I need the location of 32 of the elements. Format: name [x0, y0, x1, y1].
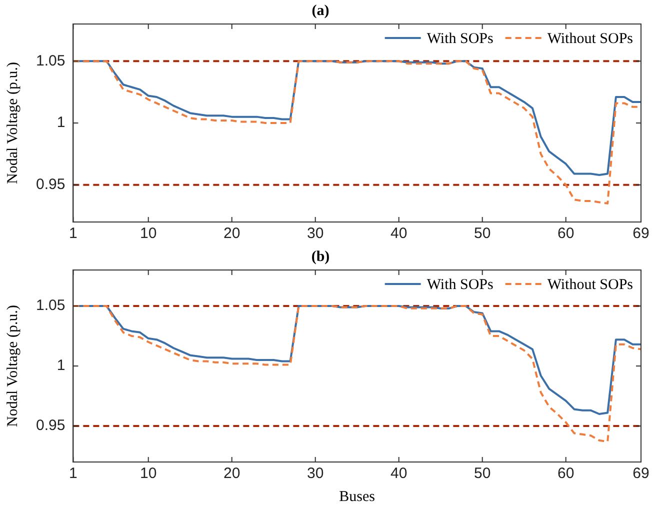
- x-tick-label: 40: [390, 225, 408, 242]
- x-tick-label: 69: [632, 225, 650, 242]
- legend-label: With SOPs: [426, 276, 494, 293]
- x-tick-label: 10: [140, 465, 157, 482]
- line-series: [73, 305, 641, 443]
- legend-label: Without SOPs: [547, 276, 634, 293]
- x-tick-label: 10: [140, 225, 157, 242]
- chart-title: (a): [312, 2, 330, 19]
- x-tick-label: 50: [474, 465, 491, 482]
- chart-title: (b): [311, 248, 330, 265]
- x-tick-label: 69: [632, 465, 650, 482]
- x-tick-label: 1: [69, 465, 78, 482]
- y-tick-label: 1: [56, 357, 66, 374]
- x-tick-label: 30: [307, 465, 324, 482]
- x-tick-label: 50: [474, 225, 491, 242]
- x-axis-title: Buses: [339, 488, 376, 505]
- y-axis-title: Nodal Voltage (p.u.): [4, 62, 21, 184]
- legend-label: With SOPs: [426, 30, 494, 47]
- y-tick-label: 0.95: [36, 417, 66, 434]
- x-tick-label: 60: [558, 465, 574, 482]
- x-tick-label: 20: [224, 225, 240, 242]
- x-tick-label: 1: [69, 225, 78, 242]
- legend-label: Without SOPs: [547, 30, 634, 47]
- x-tick-label: 60: [558, 225, 574, 242]
- x-tick-label: 20: [224, 465, 240, 482]
- x-tick-label: 40: [390, 465, 408, 482]
- y-tick-label: 1.05: [36, 52, 66, 70]
- y-tick-label: 1.05: [36, 297, 66, 314]
- x-tick-label: 30: [307, 225, 324, 242]
- y-axis-title: Nodal Voltage (p.u.): [4, 305, 21, 427]
- y-tick-label: 0.95: [36, 176, 66, 194]
- y-tick-label: 1: [56, 114, 66, 132]
